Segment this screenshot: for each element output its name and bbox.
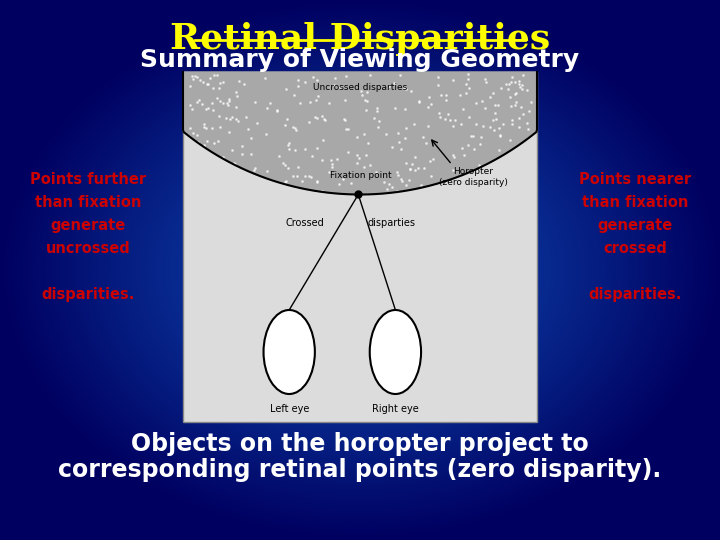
Text: Retinal Disparities: Retinal Disparities bbox=[170, 22, 550, 56]
Text: Uncrossed disparties: Uncrossed disparties bbox=[313, 83, 407, 92]
Text: Horopter
(zero disparity): Horopter (zero disparity) bbox=[439, 167, 508, 187]
Text: uncrossed: uncrossed bbox=[45, 241, 130, 256]
Text: Right eye: Right eye bbox=[372, 404, 419, 414]
Text: Points further: Points further bbox=[30, 172, 146, 187]
Text: crossed: crossed bbox=[603, 241, 667, 256]
Text: corresponding retinal points (zero disparity).: corresponding retinal points (zero dispa… bbox=[58, 458, 662, 482]
Text: Crossed: Crossed bbox=[286, 218, 325, 227]
Bar bbox=[183, 72, 537, 422]
Text: Points nearer: Points nearer bbox=[579, 172, 691, 187]
Text: Fixation point: Fixation point bbox=[330, 172, 392, 180]
Polygon shape bbox=[183, 72, 537, 194]
Ellipse shape bbox=[264, 310, 315, 394]
Text: than fixation: than fixation bbox=[35, 195, 141, 210]
Text: Objects on the horopter project to: Objects on the horopter project to bbox=[131, 432, 589, 456]
Text: disparties: disparties bbox=[367, 218, 415, 227]
Text: than fixation: than fixation bbox=[582, 195, 688, 210]
Text: Summary of Viewing Geometry: Summary of Viewing Geometry bbox=[140, 48, 580, 72]
Text: disparities.: disparities. bbox=[41, 287, 135, 302]
Text: generate: generate bbox=[50, 218, 125, 233]
Text: Left eye: Left eye bbox=[269, 404, 309, 414]
Text: disparities.: disparities. bbox=[588, 287, 682, 302]
Text: generate: generate bbox=[598, 218, 672, 233]
Ellipse shape bbox=[370, 310, 421, 394]
